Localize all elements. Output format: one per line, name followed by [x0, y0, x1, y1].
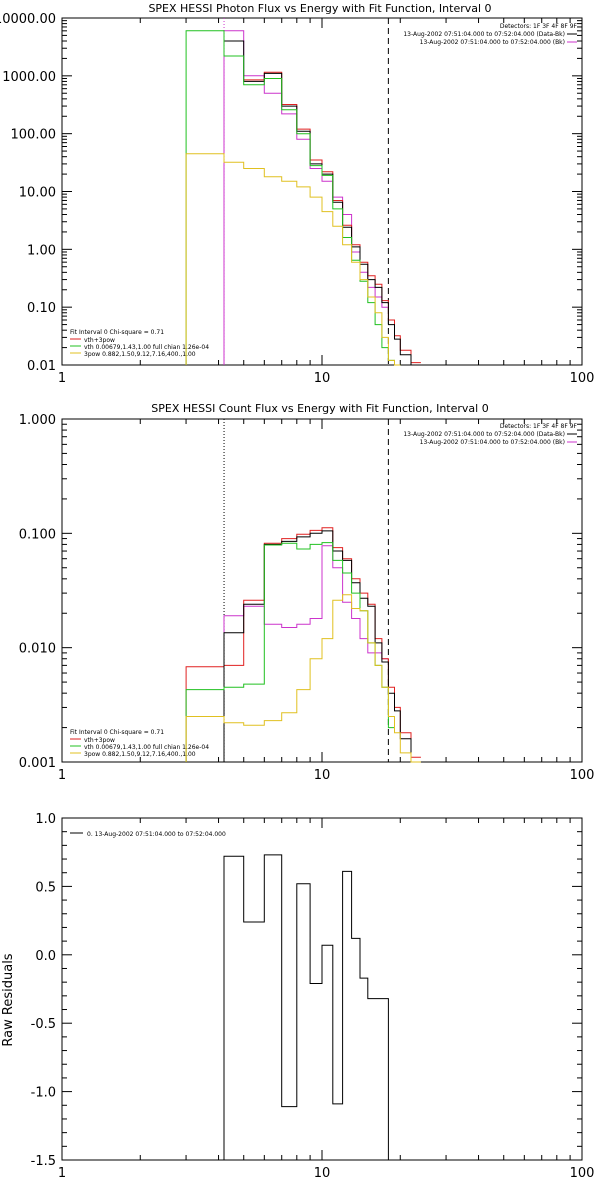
count-flux-info-line-2: 13-Aug-2002 07:51:04.000 to 07:52:04.000…	[403, 431, 565, 438]
count-flux-legend-label-1: vth+3pow	[84, 737, 115, 744]
count-flux-x-tick-label: 1	[58, 768, 66, 783]
count-flux-x-tick-label: 10	[314, 768, 331, 783]
count-flux-series-4	[185, 542, 395, 762]
count-flux-y-tick-label: 1.000	[19, 413, 56, 428]
count-flux-series-1	[223, 545, 389, 762]
residuals-y-tick-label: -1.0	[31, 1086, 56, 1101]
residuals-y-tick-label: -1.5	[31, 1154, 56, 1169]
count-flux-legend-title: Fit Interval 0 Chi-square = 0.71	[70, 729, 164, 736]
residuals-panel: Raw Residuals 0. 13-Aug-2002 07:51:04.00…	[1, 812, 594, 1181]
photon-flux-series-4	[185, 30, 401, 366]
photon-flux-y-tick-label: 0.01	[27, 359, 56, 374]
photon-flux-y-tick-label: 100.00	[11, 128, 57, 143]
residuals-plot-frame	[61, 817, 583, 1161]
count-flux-panel: SPEX HESSI Count Flux vs Energy with Fit…	[19, 402, 595, 783]
residuals-y-tick-label: 0.5	[35, 880, 56, 895]
count-flux-legend-label-2: vth 0.00679,1.43,1.00 full chian 1.26e-0…	[84, 744, 209, 751]
photon-flux-plot-frame	[61, 17, 583, 366]
photon-flux-title: SPEX HESSI Photon Flux vs Energy with Fi…	[148, 2, 491, 15]
photon-flux-y-tick-label: 1000.00	[2, 70, 56, 85]
count-flux-y-tick-label: 0.010	[19, 642, 56, 657]
photon-flux-y-tick-label: 10000.00	[0, 12, 56, 27]
residuals-y-tick-label: 1.0	[35, 812, 56, 827]
photon-flux-legend-label-1: vth+3pow	[84, 337, 115, 344]
count-flux-info-line-1: Detectors: 1F 3F 4F 8F 9F	[500, 423, 578, 430]
count-flux-series-5	[185, 594, 421, 763]
residuals-series-1	[223, 854, 389, 1160]
photon-flux-x-tick-label: 100	[570, 371, 595, 386]
residuals-x-tick-label: 1	[58, 1166, 66, 1181]
photon-flux-info-line-1: Detectors: 1F 3F 4F 8F 9F	[500, 23, 578, 30]
residuals-x-tick-label: 10	[314, 1166, 331, 1181]
photon-flux-panel: SPEX HESSI Photon Flux vs Energy with Fi…	[0, 2, 594, 386]
residuals-ylabel: Raw Residuals	[1, 953, 16, 1046]
photon-flux-x-tick-label: 1	[58, 371, 66, 386]
count-flux-legend-label-3: 3pow 0.882,1.50,9.12,7.16,400.,1.00	[84, 751, 196, 758]
residuals-legend-label-1: 0. 13-Aug-2002 07:51:04.000 to 07:52:04.…	[87, 831, 226, 838]
count-flux-info-line-3: 13-Aug-2002 07:51:04.000 to 07:52:04.000…	[420, 439, 565, 446]
photon-flux-legend-title: Fit Interval 0 Chi-square = 0.71	[70, 329, 164, 336]
photon-flux-y-tick-label: 0.10	[27, 301, 56, 316]
count-flux-y-tick-label: 0.001	[19, 756, 56, 771]
photon-flux-info-line-2: 13-Aug-2002 07:51:04.000 to 07:52:04.000…	[403, 31, 565, 38]
photon-flux-info-line-3: 13-Aug-2002 07:51:04.000 to 07:52:04.000…	[420, 39, 565, 46]
count-flux-x-tick-label: 100	[570, 768, 595, 783]
photon-flux-legend-label-3: 3pow 0.882,1.50,9.12,7.16,400.,1.00	[84, 351, 196, 358]
residuals-y-tick-label: 0.0	[35, 949, 56, 964]
photon-flux-legend-label-2: vth 0.00679,1.43,1.00 full chian 1.26e-0…	[84, 344, 209, 351]
photon-flux-series-5	[185, 153, 401, 366]
residuals-x-tick-label: 100	[570, 1166, 595, 1181]
count-flux-y-tick-label: 0.100	[19, 527, 56, 542]
photon-flux-y-tick-label: 1.00	[27, 243, 56, 258]
count-flux-series-2	[185, 527, 421, 762]
photon-flux-y-tick-label: 10.00	[19, 186, 56, 201]
residuals-y-tick-label: -0.5	[31, 1017, 56, 1032]
count-flux-title: SPEX HESSI Count Flux vs Energy with Fit…	[151, 402, 488, 415]
photon-flux-x-tick-label: 10	[314, 371, 331, 386]
